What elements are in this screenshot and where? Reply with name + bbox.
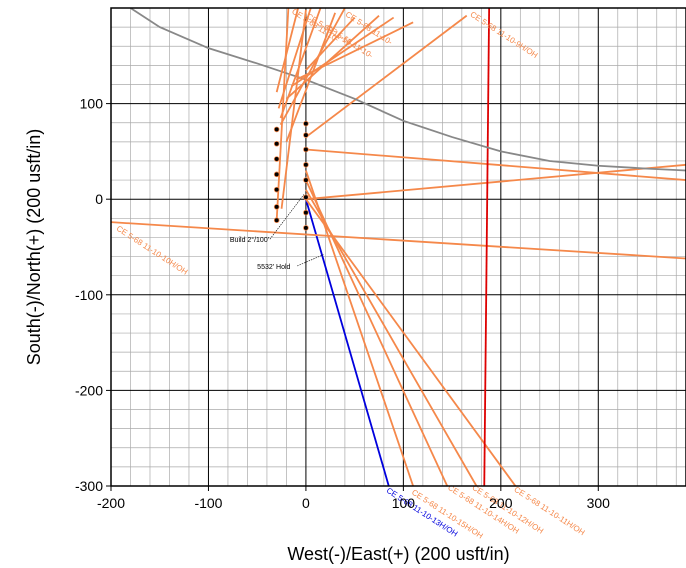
minor-gridlines	[111, 8, 686, 486]
annotation-layer: Build 2°/100' 5532' Hold	[230, 194, 324, 271]
series-line-ce-5-68-11-10-15h-oh	[305, 170, 414, 486]
series-line-ce-5-68-11-10-13h-oh	[305, 198, 390, 486]
x-tick-labels: -200 -100 0 100 200 300	[97, 486, 610, 511]
series-line-ce-5-68-11-10-14h-oh	[305, 179, 449, 486]
y-tick-label: 0	[95, 191, 103, 207]
station-marker	[273, 171, 280, 178]
annotation-label: Build 2°/100'	[230, 236, 269, 244]
x-tick-label: -200	[97, 495, 125, 511]
y-tick-label: -300	[75, 478, 103, 494]
series-line-18	[285, 14, 380, 100]
y-axis-title: South(-)/North(+) (200 usft/in)	[24, 129, 44, 366]
series-line-19	[290, 16, 395, 88]
series-line-16	[280, 9, 307, 209]
x-tick-label: 300	[587, 495, 611, 511]
x-tick-label: 0	[302, 495, 310, 511]
station-marker	[303, 161, 309, 168]
station-marker	[303, 209, 309, 216]
series-line-ce-5-68-11-10-9h-oh	[305, 14, 468, 138]
series-line-20	[295, 21, 414, 81]
series-line-7	[305, 148, 686, 181]
station-marker	[273, 217, 280, 224]
y-tick-label: -200	[75, 382, 103, 398]
station-marker	[273, 156, 280, 162]
series-line-21	[305, 16, 356, 71]
plot-background	[111, 8, 686, 486]
annotation-leader	[297, 254, 324, 267]
y-tick-label: -100	[75, 287, 103, 303]
x-axis-title: West(-)/East(+) (200 usft/in)	[287, 544, 509, 564]
series-line-10	[129, 8, 686, 172]
y-tick-labels: -300 -200 -100 0 100	[75, 96, 111, 494]
station-marker	[303, 132, 309, 138]
x-tick-label: -100	[194, 495, 222, 511]
series-line-14	[279, 8, 346, 126]
station-marker	[303, 120, 309, 127]
marker-layer	[273, 120, 309, 231]
series-line-13	[279, 8, 322, 119]
series-line-ce-5-68-11-10-11h-oh	[305, 198, 517, 486]
station-marker	[273, 186, 280, 193]
station-marker	[273, 204, 280, 210]
series-line-8	[305, 163, 686, 201]
x-tick-label: 200	[489, 495, 513, 511]
series-label: CE 5-68 11-10-11H/OH	[512, 485, 586, 538]
annotation-leader	[269, 194, 305, 240]
station-marker	[303, 194, 309, 201]
series-line-9	[483, 8, 491, 486]
annotation-label: 5532' Hold	[257, 264, 290, 271]
station-marker	[303, 177, 309, 183]
series-line-ce-5-68-11-10-12h-oh	[305, 189, 478, 486]
series-line-11	[275, 8, 299, 93]
y-tick-label: 100	[80, 96, 104, 112]
series-layer	[111, 8, 686, 486]
station-marker	[273, 126, 280, 133]
station-marker	[273, 140, 280, 147]
station-marker	[303, 225, 309, 231]
x-tick-label: 100	[392, 495, 416, 511]
series-line-15	[275, 8, 290, 221]
station-marker	[303, 146, 309, 153]
plot-frame	[110, 7, 686, 487]
series-line-ce-5-68-11-10-10h-oh	[111, 221, 686, 260]
